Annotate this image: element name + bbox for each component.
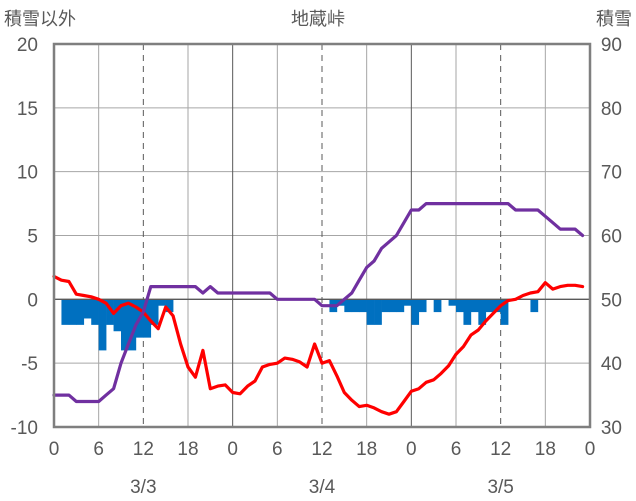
grid bbox=[54, 44, 590, 427]
x-tick-label: 18 bbox=[356, 439, 377, 460]
x-tick-label: 12 bbox=[133, 439, 154, 460]
bar bbox=[366, 299, 375, 325]
bar bbox=[68, 299, 77, 325]
bar bbox=[418, 299, 427, 313]
bar bbox=[381, 299, 390, 313]
bar bbox=[456, 299, 464, 313]
x-tick-label: 18 bbox=[535, 439, 556, 460]
bar bbox=[478, 299, 487, 325]
y-left-tick-label: 15 bbox=[17, 99, 38, 120]
x-tick-label: 6 bbox=[272, 439, 283, 460]
bar bbox=[61, 299, 70, 325]
y-right-tick-label: 50 bbox=[601, 290, 622, 311]
plot-border bbox=[52, 42, 592, 429]
bar bbox=[165, 299, 174, 313]
bar bbox=[433, 299, 442, 313]
bar bbox=[403, 299, 412, 306]
bar bbox=[128, 299, 137, 351]
x-tick-label: 0 bbox=[406, 439, 417, 460]
bar bbox=[500, 299, 509, 325]
bar bbox=[113, 299, 122, 332]
y-left-tick-label: 20 bbox=[17, 35, 38, 56]
bar bbox=[344, 299, 353, 313]
y-right-tick-label: 80 bbox=[601, 99, 622, 120]
bar bbox=[530, 299, 539, 313]
bar bbox=[448, 299, 457, 306]
x-tick-label: 18 bbox=[177, 439, 198, 460]
bar bbox=[389, 299, 397, 313]
x-tick-label: 6 bbox=[93, 439, 104, 460]
y-left-tick-label: -5 bbox=[21, 354, 38, 375]
bar bbox=[106, 299, 114, 325]
x-tick-label: 0 bbox=[49, 439, 60, 460]
line-series bbox=[52, 202, 585, 416]
bar bbox=[374, 299, 382, 325]
y-right-tick-label: 60 bbox=[601, 227, 622, 248]
bar bbox=[470, 299, 479, 313]
bar bbox=[83, 299, 92, 319]
bar bbox=[485, 299, 494, 313]
bar bbox=[91, 299, 99, 325]
x-tick-label: 6 bbox=[451, 439, 462, 460]
date-label: 3/5 bbox=[487, 477, 513, 498]
bar bbox=[493, 299, 501, 313]
x-tick-label: 12 bbox=[311, 439, 332, 460]
y-left-tick-label: 5 bbox=[27, 227, 38, 248]
bar bbox=[351, 299, 360, 313]
plot-frame bbox=[52, 42, 592, 429]
bar bbox=[158, 299, 166, 306]
bar bbox=[411, 299, 420, 325]
bar bbox=[396, 299, 405, 313]
bar bbox=[150, 299, 159, 325]
y-left-tick-label: 10 bbox=[17, 163, 38, 184]
right-axis-label: 積雪 bbox=[596, 9, 632, 30]
x-tick-label: 0 bbox=[227, 439, 238, 460]
bar bbox=[463, 299, 472, 325]
date-label: 3/3 bbox=[130, 477, 156, 498]
snow-depth-line bbox=[52, 202, 585, 404]
x-tick-label: 12 bbox=[490, 439, 511, 460]
left-axis-label: 積雪以外 bbox=[4, 9, 76, 30]
bar bbox=[76, 299, 85, 325]
date-label: 3/4 bbox=[309, 477, 336, 498]
y-right-tick-label: 40 bbox=[601, 354, 622, 375]
x-tick-label: 0 bbox=[585, 439, 596, 460]
y-left-tick-label: 0 bbox=[27, 290, 38, 311]
y-left-tick-label: -10 bbox=[11, 418, 38, 439]
y-right-tick-label: 70 bbox=[601, 163, 622, 184]
chart-title: 地蔵峠 bbox=[291, 9, 345, 30]
bar bbox=[121, 299, 129, 351]
y-right-tick-label: 90 bbox=[601, 35, 622, 56]
y-right-tick-label: 30 bbox=[601, 418, 622, 439]
bar bbox=[98, 299, 107, 351]
bar bbox=[359, 299, 367, 313]
